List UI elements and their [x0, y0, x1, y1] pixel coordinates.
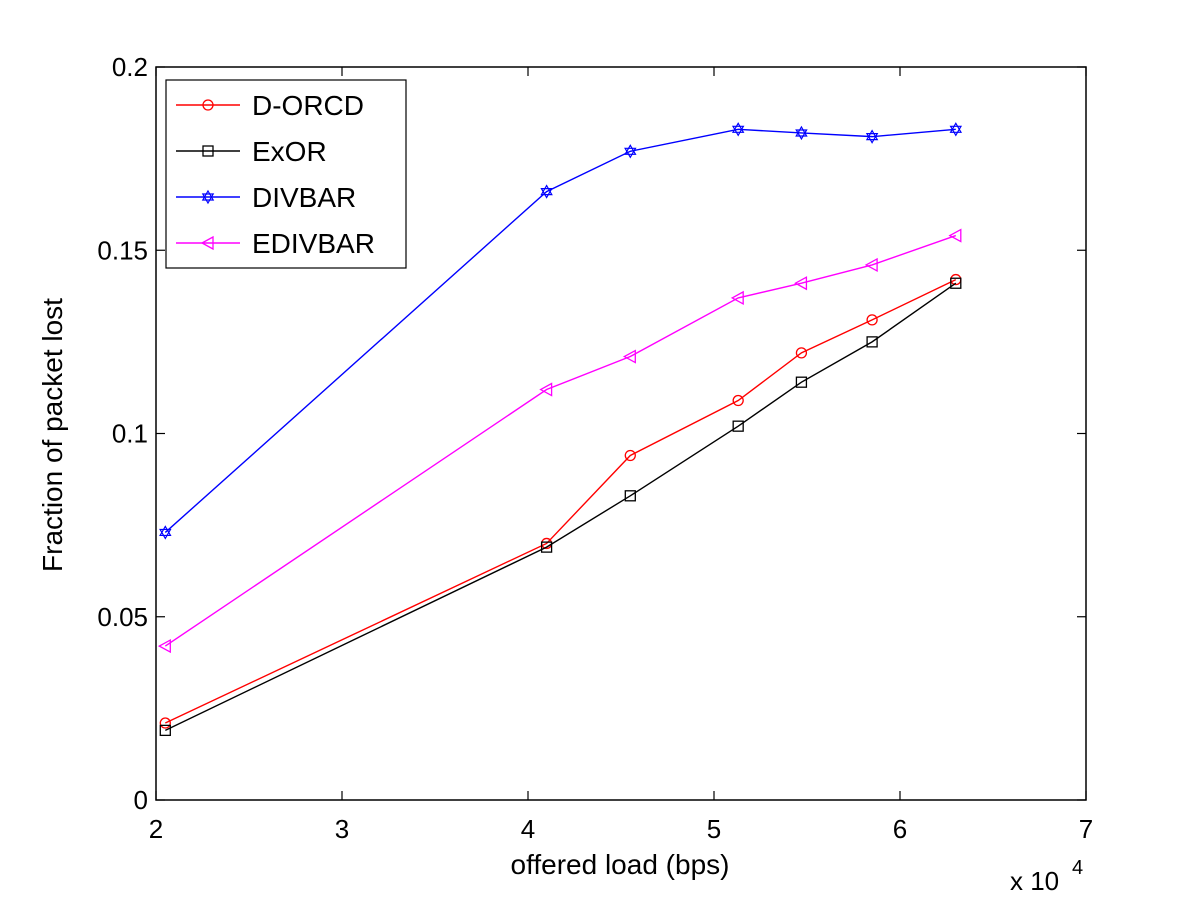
x-multiplier-exponent: 4 [1072, 857, 1083, 879]
x-tick-label-2: 4 [521, 814, 535, 844]
x-multiplier-base: x 10 [1010, 866, 1059, 896]
legend-entry-edivbar: EDIVBAR [176, 228, 375, 259]
x-tick-label-1: 3 [335, 814, 349, 844]
series-d-orcd [159, 273, 962, 729]
data-point-d-orcd-4 [795, 347, 808, 359]
data-point-divbar-1-up [540, 184, 553, 196]
data-point-exor-0 [159, 724, 171, 737]
series-edivbar [157, 228, 962, 654]
series-divbar [159, 122, 963, 540]
data-point-exor-3 [732, 420, 744, 432]
data-point-divbar-0-up [159, 525, 172, 537]
series-line-divbar [164, 128, 956, 533]
data-point-divbar-2 [624, 144, 637, 159]
data-point-divbar-4-up [795, 125, 808, 137]
y-tick-label-0: 0 [134, 785, 148, 815]
plot-frame [155, 66, 1087, 801]
x-tick-label-4: 6 [893, 814, 907, 844]
data-point-divbar-1 [540, 184, 553, 199]
x-axis-multiplier: x 10 4 [1010, 857, 1083, 896]
legend-label-exor: ExOR [252, 136, 327, 167]
data-point-divbar-5-down [865, 133, 879, 144]
series-line-d-orcd [165, 278, 957, 724]
legend-entry-exor: ExOR [176, 136, 327, 167]
data-point-exor-5 [866, 336, 878, 348]
data-point-d-orcd-2 [624, 449, 636, 462]
data-point-divbar-3-up [731, 122, 745, 133]
data-point-edivbar-5 [864, 257, 878, 273]
data-point-divbar-4 [795, 125, 808, 141]
data-point-edivbar-2 [622, 349, 636, 364]
legend-label-divbar: DIVBAR [252, 182, 356, 213]
legend: D-ORCD ExOR DIVBAR EDIVBAR [165, 79, 407, 269]
legend-label-edivbar: EDIVBAR [252, 228, 375, 259]
legend-marker-divbar-up [201, 189, 215, 201]
data-point-divbar-5-up [865, 129, 879, 141]
data-point-exor-2 [624, 490, 636, 502]
data-point-exor-4 [795, 376, 808, 388]
data-point-divbar-0 [159, 525, 172, 540]
legend-marker-exor [202, 145, 214, 157]
series-line-edivbar [164, 234, 957, 647]
y-tick-label-1: 0.05 [97, 602, 148, 632]
legend-marker-divbar-down [201, 193, 215, 205]
data-point-edivbar-0 [157, 638, 171, 654]
x-axis-label: offered load (bps) [511, 849, 730, 880]
y-tick-label-4: 0.2 [112, 52, 148, 82]
y-tick-label-3: 0.15 [97, 235, 148, 265]
data-point-divbar-2-up [624, 144, 637, 155]
data-point-edivbar-6 [948, 228, 962, 243]
data-point-divbar-5 [865, 129, 879, 144]
x-tick-label-5: 7 [1079, 814, 1093, 844]
series-group [157, 122, 963, 737]
data-point-exor-1 [540, 541, 553, 553]
data-point-divbar-2-down [624, 147, 637, 159]
legend-marker-d-orcd [202, 99, 214, 111]
legend-marker-divbar [201, 189, 215, 205]
data-point-divbar-4-down [795, 129, 808, 141]
data-point-d-orcd-0 [159, 717, 171, 729]
data-point-d-orcd-5 [866, 314, 878, 326]
series-line-exor [164, 282, 957, 731]
legend-box [165, 79, 407, 269]
legend-marker-edivbar [200, 235, 214, 251]
data-point-edivbar-4 [794, 276, 808, 291]
data-point-divbar-3 [731, 122, 745, 137]
data-point-exor-6 [950, 277, 962, 289]
data-point-edivbar-3 [730, 290, 744, 305]
data-point-d-orcd-3 [732, 394, 744, 407]
data-point-divbar-3-down [731, 125, 745, 137]
tick-labels: 2 3 4 5 6 7 0 0.05 0.1 0.15 0.2 [97, 52, 1093, 844]
x-tick-label-3: 5 [707, 814, 721, 844]
legend-label-d-orcd: D-ORCD [252, 90, 364, 121]
x-tick-label-0: 2 [149, 814, 163, 844]
data-point-divbar-1-down [540, 188, 553, 199]
legend-entry-divbar: DIVBAR [176, 182, 356, 213]
y-axis-label: Fraction of packet lost [37, 298, 68, 572]
data-point-divbar-0-down [159, 528, 172, 540]
y-tick-label-2: 0.1 [112, 419, 148, 449]
data-point-edivbar-1 [539, 382, 553, 397]
series-exor [159, 277, 962, 737]
data-point-divbar-6 [949, 122, 963, 137]
data-point-divbar-6-up [949, 122, 963, 133]
legend-entries: D-ORCD ExOR DIVBAR EDIVBAR [176, 90, 375, 259]
legend-entry-d-orcd: D-ORCD [176, 90, 364, 121]
data-point-divbar-6-down [949, 125, 963, 137]
